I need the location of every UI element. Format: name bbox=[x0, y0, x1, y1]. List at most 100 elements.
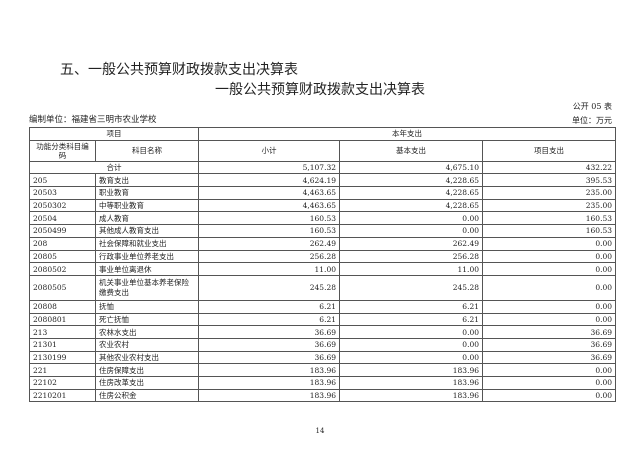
cell-project: 0.00 bbox=[481, 312, 617, 327]
cell-project: 0.00 bbox=[481, 262, 617, 276]
cell-subtotal: 183.96 bbox=[198, 376, 340, 390]
cell-project: 0.00 bbox=[481, 376, 617, 390]
cell-code: 205 bbox=[29, 173, 96, 188]
cell-project: 395.53 bbox=[481, 173, 617, 188]
total-row: 合计 5,107.32 4,675.10 432.22 bbox=[29, 160, 617, 175]
table-title: 一般公共预算财政拨款支出决算表 bbox=[215, 82, 425, 98]
header-project: 项目支出 bbox=[481, 139, 617, 162]
header-current-year: 本年支出 bbox=[197, 127, 617, 141]
cell-project: 36.69 bbox=[481, 325, 617, 339]
cell-name: 教育支出 bbox=[95, 173, 199, 188]
cell-code: 2210201 bbox=[29, 388, 96, 403]
header-name: 科目名称 bbox=[95, 139, 199, 162]
cell-project: 0.00 bbox=[481, 249, 617, 264]
cell-subtotal: 4,463.65 bbox=[198, 186, 340, 200]
header-basic: 基本支出 bbox=[339, 139, 483, 162]
cell-basic: 183.96 bbox=[339, 388, 483, 403]
cell-project: 0.00 bbox=[481, 388, 617, 403]
cell-subtotal: 183.96 bbox=[198, 363, 340, 377]
cell-basic: 183.96 bbox=[339, 363, 483, 377]
cell-code: 20504 bbox=[29, 211, 96, 226]
cell-subtotal: 262.49 bbox=[198, 236, 340, 251]
cell-basic: 262.49 bbox=[339, 236, 483, 251]
cell-subtotal: 4,463.65 bbox=[198, 198, 340, 213]
table-row: 221 住房保障支出 183.96 183.96 0.00 bbox=[29, 363, 617, 377]
cell-code: 20805 bbox=[29, 249, 96, 264]
cell-basic: 245.28 bbox=[339, 274, 483, 301]
cell-code: 221 bbox=[29, 363, 96, 377]
cell-code: 21301 bbox=[29, 337, 96, 352]
header-code: 功能分类科目编码 bbox=[29, 139, 96, 162]
cell-subtotal: 4,624.19 bbox=[198, 173, 340, 188]
cell-name: 抚恤 bbox=[95, 299, 199, 314]
cell-name: 社会保障和就业支出 bbox=[95, 236, 199, 251]
table-row: 2210201 住房公积金 183.96 183.96 0.00 bbox=[29, 388, 617, 403]
cell-basic: 0.00 bbox=[339, 350, 483, 365]
form-number: 公开 05 表 bbox=[572, 102, 612, 111]
cell-project: 235.00 bbox=[481, 198, 617, 213]
unit-label: 单位：万元 bbox=[572, 116, 612, 125]
total-subtotal: 5,107.32 bbox=[198, 160, 340, 175]
header-subtotal: 小计 bbox=[198, 139, 340, 162]
table-row: 2050302 中等职业教育 4,463.65 4,228.65 235.00 bbox=[29, 198, 617, 213]
cell-code: 22102 bbox=[29, 376, 96, 390]
cell-subtotal: 6.21 bbox=[198, 312, 340, 327]
cell-subtotal: 6.21 bbox=[198, 299, 340, 314]
cell-project: 160.53 bbox=[481, 224, 617, 238]
cell-subtotal: 36.69 bbox=[198, 350, 340, 365]
table-row: 213 农林水支出 36.69 0.00 36.69 bbox=[29, 325, 617, 339]
cell-subtotal: 11.00 bbox=[198, 262, 340, 276]
cell-name: 住房公积金 bbox=[95, 388, 199, 403]
page-number: 14 bbox=[315, 427, 325, 435]
cell-basic: 6.21 bbox=[339, 299, 483, 314]
cell-name: 农业农村 bbox=[95, 337, 199, 352]
cell-basic: 256.28 bbox=[339, 249, 483, 264]
cell-basic: 0.00 bbox=[339, 337, 483, 352]
cell-basic: 0.00 bbox=[339, 325, 483, 339]
cell-code: 20503 bbox=[29, 186, 96, 200]
table-row: 20503 职业教育 4,463.65 4,228.65 235.00 bbox=[29, 186, 617, 200]
cell-name: 成人教育 bbox=[95, 211, 199, 226]
table-row: 205 教育支出 4,624.19 4,228.65 395.53 bbox=[29, 173, 617, 188]
organization: 编制单位：福建省三明市农业学校 bbox=[29, 115, 157, 125]
header-item: 项目 bbox=[29, 127, 199, 141]
cell-code: 208 bbox=[29, 236, 96, 251]
cell-basic: 0.00 bbox=[339, 224, 483, 238]
cell-name: 住房改革支出 bbox=[95, 376, 199, 390]
cell-project: 36.69 bbox=[481, 350, 617, 365]
table-row: 2080502 事业单位离退休 11.00 11.00 0.00 bbox=[29, 262, 617, 276]
expenditure-table: 项目 本年支出 功能分类科目编码 科目名称 小计 基本支出 项目支出 合计 5,… bbox=[29, 127, 617, 403]
cell-project: 160.53 bbox=[481, 211, 617, 226]
cell-name: 其他农业农村支出 bbox=[95, 350, 199, 365]
table-row: 2050499 其他成人教育支出 160.53 0.00 160.53 bbox=[29, 224, 617, 238]
cell-code: 2080505 bbox=[29, 274, 96, 301]
cell-subtotal: 160.53 bbox=[198, 224, 340, 238]
total-project: 432.22 bbox=[481, 160, 617, 175]
cell-code: 2050302 bbox=[29, 198, 96, 213]
section-title: 五、一般公共预算财政拨款支出决算表 bbox=[60, 62, 298, 78]
cell-name: 农林水支出 bbox=[95, 325, 199, 339]
table-row: 22102 住房改革支出 183.96 183.96 0.00 bbox=[29, 376, 617, 390]
cell-subtotal: 245.28 bbox=[198, 274, 340, 301]
header-row: 项目 本年支出 bbox=[29, 127, 617, 141]
total-basic: 4,675.10 bbox=[339, 160, 483, 175]
cell-name: 行政事业单位养老支出 bbox=[95, 249, 199, 264]
table-row: 20808 抚恤 6.21 6.21 0.00 bbox=[29, 299, 617, 314]
cell-basic: 4,228.65 bbox=[339, 173, 483, 188]
cell-subtotal: 256.28 bbox=[198, 249, 340, 264]
cell-project: 0.00 bbox=[481, 299, 617, 314]
total-label: 合计 bbox=[29, 160, 199, 175]
cell-code: 2130199 bbox=[29, 350, 96, 365]
cell-project: 36.69 bbox=[481, 337, 617, 352]
cell-subtotal: 36.69 bbox=[198, 325, 340, 339]
cell-basic: 11.00 bbox=[339, 262, 483, 276]
cell-name: 死亡抚恤 bbox=[95, 312, 199, 327]
cell-name: 住房保障支出 bbox=[95, 363, 199, 377]
cell-basic: 4,228.65 bbox=[339, 186, 483, 200]
cell-subtotal: 160.53 bbox=[198, 211, 340, 226]
cell-name: 职业教育 bbox=[95, 186, 199, 200]
cell-basic: 0.00 bbox=[339, 211, 483, 226]
cell-subtotal: 183.96 bbox=[198, 388, 340, 403]
table-row: 2080801 死亡抚恤 6.21 6.21 0.00 bbox=[29, 312, 617, 327]
